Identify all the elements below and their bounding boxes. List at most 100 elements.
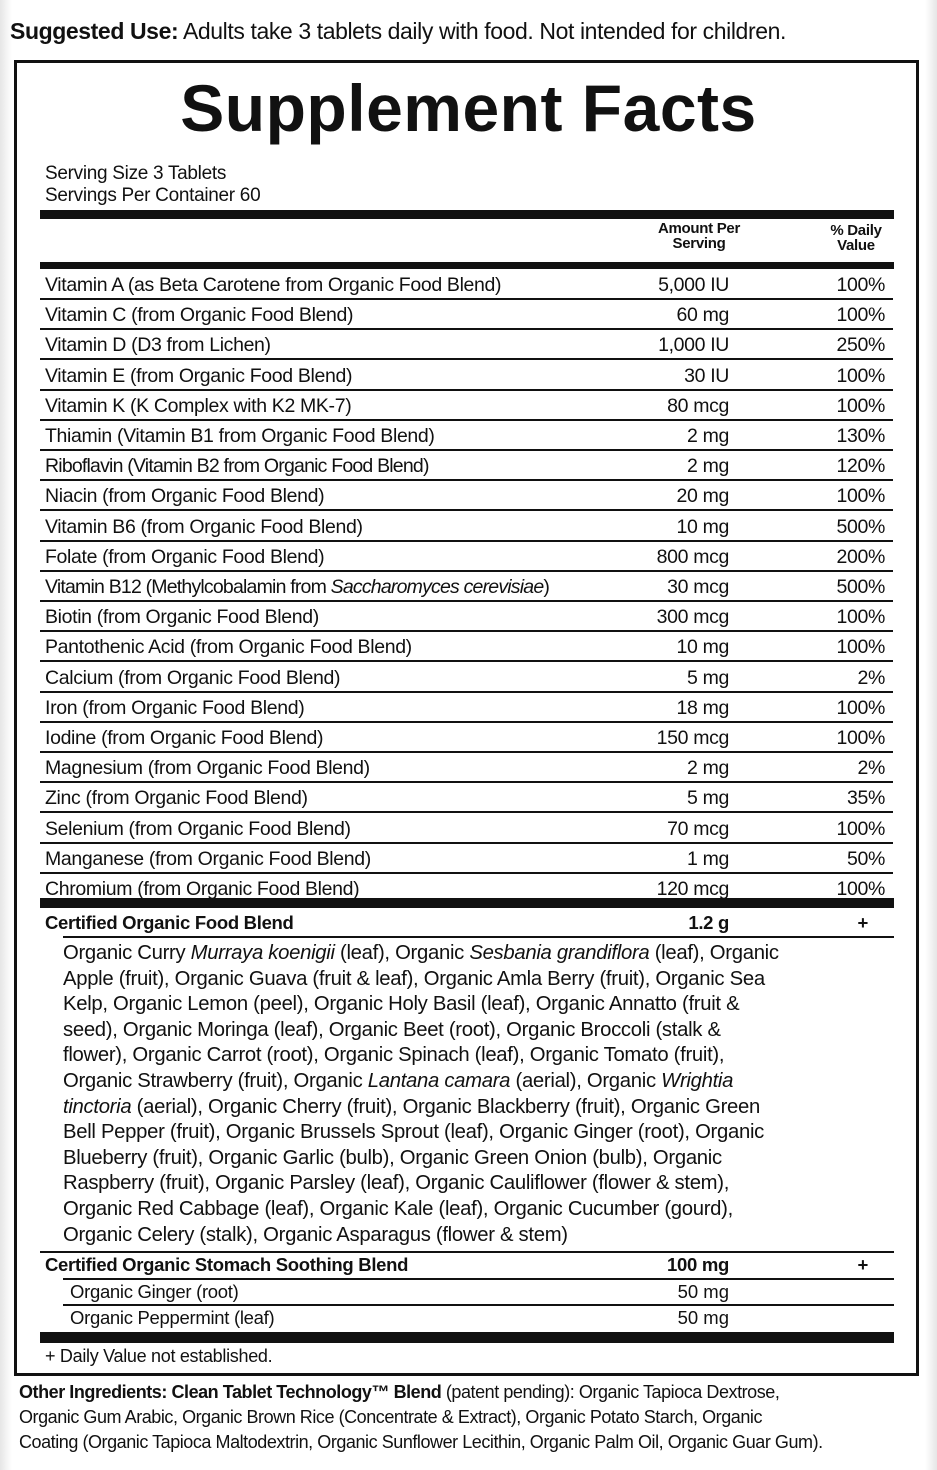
nutrient-name: Thiamin (Vitamin B1 from Organic Food Bl…: [45, 425, 435, 448]
ingredient-text: Apple (fruit), Organic Guava (fruit & le…: [63, 967, 765, 990]
nutrient-amount: 70 mcg: [667, 817, 729, 840]
footnote: + Daily Value not established.: [45, 1346, 273, 1366]
nutrient-daily-value: 250%: [836, 334, 886, 357]
ingredient-line: seed), Organic Moringa (leaf), Organic B…: [63, 1018, 779, 1044]
nutrient-name: Magnesium (from Organic Food Blend): [45, 757, 370, 780]
stomach-item-name: Organic Peppermint (leaf): [70, 1307, 275, 1328]
nutrient-daily-value: 100%: [836, 274, 886, 296]
nutrient-row: Vitamin E (from Organic Food Blend) 30 IU…: [40, 361, 893, 391]
nutrient-name-text: Calcium (from Organic Food Blend): [45, 666, 341, 689]
suggested-use-text: Adults take 3 tablets daily with food. N…: [178, 18, 786, 44]
nutrient-amount: 1 mg: [687, 847, 729, 870]
suggested-use-label: Suggested Use:: [10, 18, 179, 44]
nutrient-amount: 2 mg: [687, 425, 729, 447]
ingredient-text: Blueberry (fruit), Organic Garlic (bulb)…: [63, 1146, 722, 1169]
nutrient-name: Vitamin B12 (Methylcobalamin from Saccha…: [45, 576, 550, 599]
nutrient-daily-value: 100%: [836, 696, 886, 719]
ingredient-text: (aerial), Organic: [510, 1069, 662, 1092]
nutrient-name-text: Manganese (from Organic Food Blend): [45, 847, 371, 870]
nutrient-daily-value: 100%: [836, 727, 886, 749]
nutrient-row: Calcium (from Organic Food Blend) 5 mg 2%: [40, 663, 893, 693]
nutrient-name-text: Chromium (from Organic Food Blend): [45, 878, 360, 900]
nutrient-name: Manganese (from Organic Food Blend): [45, 848, 371, 871]
other-ingredients-line: Coating (Organic Tapioca Maltodextrin, O…: [19, 1432, 823, 1452]
divider-thick: [40, 898, 894, 908]
other-ingredients-label: Other Ingredients: Clean Tablet Technolo…: [19, 1382, 442, 1402]
stomach-blend-amount: 100 mg: [667, 1254, 729, 1275]
serving-size: Serving Size 3 Tablets: [45, 163, 227, 184]
divider-thin: [40, 1251, 894, 1253]
nutrient-name-text: Magnesium (from Organic Food Blend): [45, 757, 370, 780]
nutrient-row: Manganese (from Organic Food Blend) 1 mg 5…: [40, 844, 893, 874]
nutrient-row: Chromium (from Organic Food Blend) 120 mc…: [40, 874, 893, 904]
ingredient-line: tinctoria (aerial), Organic Cherry (frui…: [63, 1095, 779, 1121]
nutrient-row: Vitamin D (D3 from Lichen) 1,000 IU 250%: [40, 330, 893, 361]
nutrient-daily-value: 2%: [857, 757, 886, 780]
other-ingredients-line: (patent pending): Organic Tapioca Dextro…: [441, 1382, 780, 1402]
stomach-blend-name: Certified Organic Stomach Soothing Blend: [45, 1254, 409, 1275]
ingredient-text: Raspberry (fruit), Organic Parsley (leaf…: [63, 1172, 730, 1195]
nutrient-name-text: Vitamin B6 (from Organic Food Blend): [45, 515, 363, 538]
nutrient-daily-value: 100%: [836, 364, 886, 387]
stomach-item-amount: 50 mg: [677, 1281, 729, 1302]
nutrient-row: Vitamin A (as Beta Carotene from Organic…: [40, 270, 893, 300]
divider-thick: [40, 1332, 894, 1343]
nutrient-daily-value: 100%: [836, 636, 886, 659]
nutrient-amount: 1,000 IU: [658, 334, 729, 357]
ingredient-line: Bell Pepper (fruit), Organic Brussels Sp…: [63, 1120, 779, 1146]
other-ingredients: Other Ingredients: Clean Tablet Technolo…: [19, 1380, 919, 1455]
nutrient-name-text: Vitamin B12 (Methylcobalamin from: [45, 576, 331, 598]
ingredient-line: Apple (fruit), Organic Guava (fruit & le…: [63, 967, 779, 993]
stomach-item-name: Organic Ginger (root): [70, 1281, 239, 1302]
nutrient-name: Vitamin C (from Organic Food Blend): [45, 304, 354, 327]
nutrient-amount: 5,000 IU: [658, 274, 729, 296]
nutrient-daily-value: 100%: [836, 817, 886, 840]
nutrient-name: Selenium (from Organic Food Blend): [45, 818, 351, 841]
divider-thick: [40, 262, 894, 269]
ingredient-line: Kelp, Organic Lemon (peel), Organic Holy…: [63, 992, 779, 1018]
nutrient-row: Vitamin K (K Complex with K2 MK-7) 80 mcg…: [40, 391, 893, 421]
nutrient-name: Niacin (from Organic Food Blend): [45, 485, 325, 508]
nutrient-name: Vitamin B6 (from Organic Food Blend): [45, 516, 363, 539]
nutrient-row: Pantothenic Acid (from Organic Food Blen…: [40, 632, 893, 663]
nutrient-daily-value: 100%: [836, 304, 886, 327]
nutrient-name-text: Niacin (from Organic Food Blend): [45, 485, 325, 508]
nutrient-name: Folate (from Organic Food Blend): [45, 546, 325, 569]
nutrient-name-text: Thiamin (Vitamin B1 from Organic Food Bl…: [45, 425, 435, 447]
nutrient-row: Iron (from Organic Food Blend) 18 mg 100%: [40, 693, 893, 723]
dv-header: % Daily Value: [818, 223, 894, 253]
nutrient-amount: 2 mg: [687, 757, 729, 780]
nutrient-amount: 5 mg: [687, 787, 729, 810]
nutrient-name: Vitamin A (as Beta Carotene from Organic…: [45, 274, 502, 297]
dv-header-line1: % Daily: [830, 222, 882, 239]
other-ingredients-line: Organic Gum Arabic, Organic Brown Rice (…: [19, 1407, 763, 1427]
ingredient-line: Raspberry (fruit), Organic Parsley (leaf…: [63, 1171, 779, 1197]
nutrient-daily-value: 100%: [836, 606, 886, 629]
nutrient-daily-value: 200%: [836, 545, 886, 568]
stomach-blend-dv: +: [857, 1254, 868, 1275]
supplement-facts-panel: [14, 60, 919, 1376]
ingredient-text: Organic Red Cabbage (leaf), Organic Kale…: [63, 1197, 733, 1220]
nutrient-name-text: Selenium (from Organic Food Blend): [45, 817, 351, 840]
nutrient-name: Iodine (from Organic Food Blend): [45, 727, 324, 750]
divider-thick: [40, 210, 894, 219]
nutrient-name: Biotin (from Organic Food Blend): [45, 606, 319, 629]
ingredient-text: (leaf), Organic: [334, 942, 470, 964]
nutrient-row: Vitamin C (from Organic Food Blend) 60 mg…: [40, 300, 893, 331]
nutrient-name: Riboflavin (Vitamin B2 from Organic Food…: [45, 455, 429, 478]
ingredient-text: (leaf), Organic: [649, 942, 779, 964]
nutrient-name: Vitamin E (from Organic Food Blend): [45, 365, 352, 388]
nutrient-daily-value: 100%: [836, 485, 886, 508]
food-blend-ingredients: Organic Curry Murraya koenigii (leaf), O…: [63, 941, 779, 1248]
nutrient-amount: 120 mcg: [656, 878, 730, 900]
nutrient-name-text: ): [543, 576, 550, 598]
nutrient-name: Vitamin K (K Complex with K2 MK-7): [45, 395, 352, 418]
nutrient-daily-value: 100%: [836, 394, 886, 417]
ingredient-text: Bell Pepper (fruit), Organic Brussels Sp…: [63, 1121, 764, 1144]
nutrient-name-text: Vitamin E (from Organic Food Blend): [45, 364, 353, 387]
nutrient-row: Folate (from Organic Food Blend) 800 mcg 2…: [40, 542, 893, 572]
ingredient-text: Organic Curry: [63, 942, 191, 964]
nutrient-name: Iron (from Organic Food Blend): [45, 697, 305, 720]
nutrient-amount: 800 mcg: [656, 545, 730, 568]
nutrient-row: Selenium (from Organic Food Blend) 70 mcg…: [40, 814, 893, 844]
